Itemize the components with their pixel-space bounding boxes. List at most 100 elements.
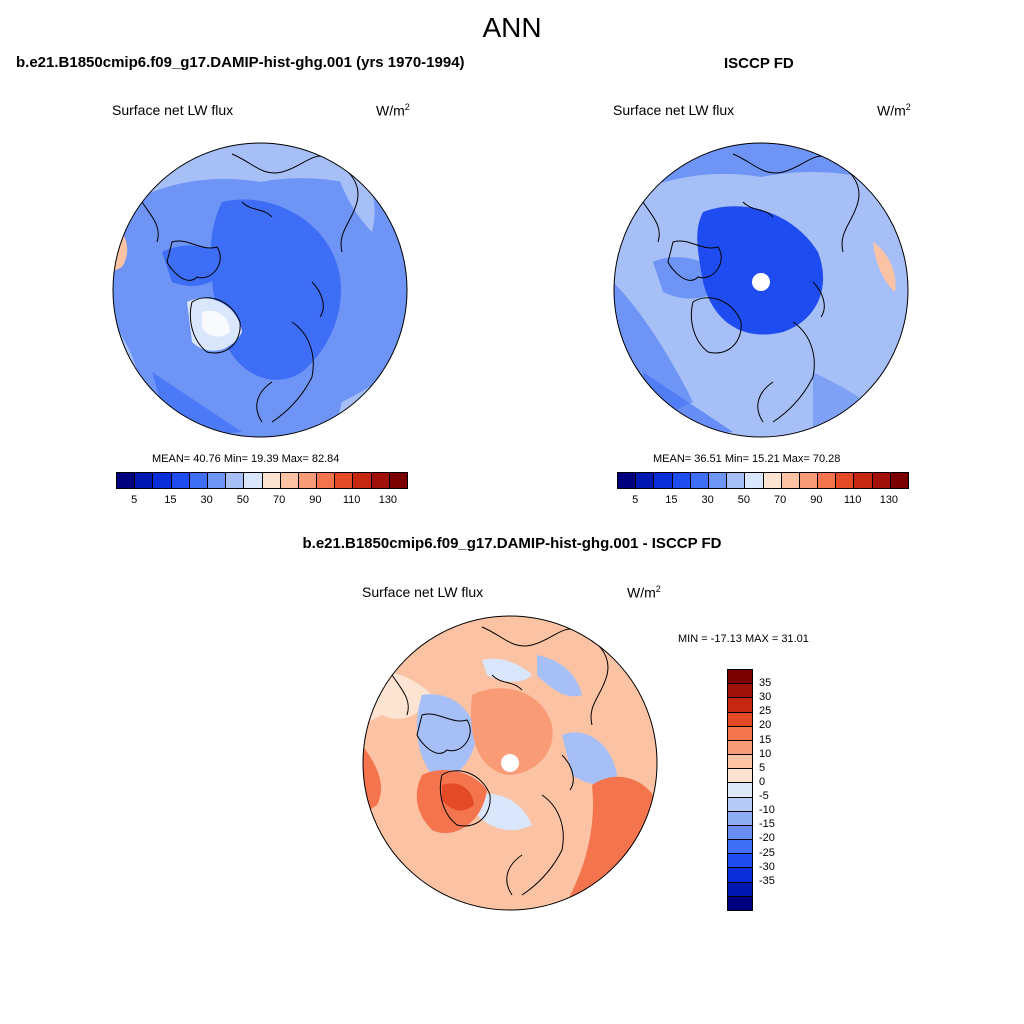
panel-title-model: b.e21.B1850cmip6.f09_g17.DAMIP-hist-ghg.… [16, 54, 465, 71]
colorbar-tick-label: 90 [309, 494, 322, 506]
colorbar-swatch [389, 473, 407, 488]
panel-title-difference: b.e21.B1850cmip6.f09_g17.DAMIP-hist-ghg.… [302, 535, 722, 552]
colorbar-swatch [728, 712, 752, 727]
colorbar-swatch [728, 868, 752, 883]
figure-title: ANN [482, 12, 542, 43]
colorbar-tick-label: 25 [759, 705, 772, 718]
colorbar-swatch [728, 854, 752, 869]
colorbar-tick-label: 30 [759, 691, 772, 704]
colorbar-tick-label: 15 [665, 494, 678, 506]
colorbar-swatch [636, 473, 655, 488]
colorbar-swatch [745, 473, 764, 488]
colorbar-swatch [708, 473, 728, 488]
stats-label-difference: MIN = -17.13 MAX = 31.01 [678, 633, 809, 645]
colorbar-swatch [171, 473, 190, 488]
colorbar-tick-label: 70 [774, 494, 787, 506]
colorbar-swatch [244, 473, 263, 488]
colorbar-swatch [728, 825, 752, 841]
colorbar-tick-label: 10 [759, 747, 772, 760]
panel-title-obs: ISCCP FD [724, 55, 794, 72]
units-label-model: W/m2 [376, 102, 410, 119]
colorbar-tick-label: 5 [131, 494, 138, 506]
polar-map-model [112, 142, 408, 438]
variable-label-obs: Surface net LW flux [613, 102, 735, 118]
colorbar-swatch [763, 473, 782, 488]
colorbar-tick-label: 5 [632, 494, 639, 506]
colorbar-tick-label: -35 [759, 874, 775, 887]
colorbar-tick-label: 130 [378, 494, 398, 506]
colorbar-swatch [836, 473, 855, 488]
units-label-obs: W/m2 [877, 102, 911, 119]
colorbar-swatch [728, 755, 752, 770]
colorbar-tick-label: 50 [737, 494, 750, 506]
colorbar-swatch [189, 473, 208, 488]
colorbar-tick-label: 110 [843, 494, 862, 506]
colorbar-swatch [728, 670, 752, 685]
variable-label-model: Surface net LW flux [112, 102, 234, 118]
colorbar-swatch [728, 797, 752, 812]
colorbar-tick-label: -10 [759, 804, 775, 817]
stats-label-model: MEAN= 40.76 Min= 19.39 Max= 82.84 [152, 453, 340, 465]
colorbar-swatch [335, 473, 354, 488]
variable-label-difference: Surface net LW flux [362, 584, 484, 600]
colorbar-swatch [728, 769, 752, 784]
colorbar-tick-label: 30 [200, 494, 213, 506]
colorbar-swatch [728, 698, 752, 713]
colorbar-tick-label: 70 [273, 494, 286, 506]
colorbar-swatch [728, 783, 752, 798]
colorbar-swatch [872, 473, 891, 488]
colorbar-tick-label: -25 [759, 846, 775, 859]
colorbar-tick-label: 50 [236, 494, 249, 506]
colorbar-swatch [135, 473, 154, 488]
colorbar-ticks-difference: 35 30 25 20 15 10 5 0 -5 -10 -15 -20 -25 -30 -35 [759, 669, 799, 909]
units-label-difference: W/m2 [627, 584, 661, 601]
colorbar-swatch [371, 473, 390, 488]
colorbar-swatch [854, 473, 873, 488]
colorbar-swatch [226, 473, 245, 488]
colorbar-swatch [690, 473, 709, 488]
colorbar-tick-label: 110 [342, 494, 361, 506]
colorbar-swatch [781, 473, 800, 488]
colorbar-swatch [117, 473, 136, 488]
colorbar-difference [727, 669, 753, 911]
colorbar-tick-label: 5 [759, 761, 766, 774]
colorbar-swatch [818, 473, 837, 488]
colorbar-swatch [728, 684, 752, 699]
colorbar-tick-label: 90 [810, 494, 823, 506]
colorbar-tick-label: 130 [879, 494, 899, 506]
colorbar-swatch [280, 473, 299, 488]
colorbar-swatch [207, 473, 227, 488]
colorbar-swatch [728, 726, 752, 741]
colorbar-swatch [890, 473, 908, 488]
colorbar-swatch [728, 811, 752, 826]
colorbar-tick-label: 35 [759, 677, 772, 690]
colorbar-tick-label: 30 [701, 494, 714, 506]
colorbar-swatch [727, 473, 746, 488]
colorbar-swatch [153, 473, 172, 488]
colorbar-tick-label: -30 [759, 860, 775, 873]
colorbar-tick-label: 15 [164, 494, 177, 506]
polar-map-obs [613, 142, 909, 438]
colorbar-swatch [317, 473, 336, 488]
polar-map-difference [362, 615, 658, 911]
colorbar-swatch [728, 840, 752, 855]
colorbar-tick-label: 20 [759, 719, 772, 732]
colorbar-obs [617, 472, 909, 489]
colorbar-swatch [262, 473, 281, 488]
colorbar-tick-label: 0 [759, 775, 766, 788]
colorbar-swatch [799, 473, 819, 488]
colorbar-model [116, 472, 408, 489]
colorbar-swatch [618, 473, 637, 488]
colorbar-swatch [728, 740, 752, 756]
colorbar-swatch [728, 882, 752, 897]
colorbar-tick-label: -15 [759, 818, 775, 831]
colorbar-swatch [298, 473, 318, 488]
colorbar-tick-label: 15 [759, 733, 772, 746]
stats-label-obs: MEAN= 36.51 Min= 15.21 Max= 70.28 [653, 453, 841, 465]
colorbar-tick-label: -5 [759, 790, 769, 803]
colorbar-tick-label: -20 [759, 832, 775, 845]
colorbar-swatch [353, 473, 372, 488]
colorbar-swatch [672, 473, 691, 488]
colorbar-swatch [728, 896, 752, 910]
colorbar-swatch [654, 473, 673, 488]
